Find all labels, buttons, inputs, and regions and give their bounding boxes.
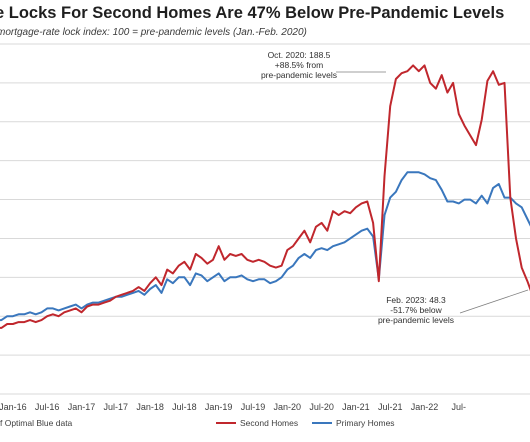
annotation-latest-line-1: Feb. 2023: 48.3 bbox=[386, 295, 446, 305]
x-tick-label: Jan-20 bbox=[274, 402, 302, 412]
x-axis-ticks: Jan-16 Jul-16 Jan-17 Jul-17 Jan-18 Jul-18 Jan-… bbox=[0, 402, 466, 412]
chart-subtitle: mortgage-rate lock index: 100 = pre-pand… bbox=[0, 27, 307, 38]
x-tick-label: Jan-17 bbox=[68, 402, 96, 412]
series-lines bbox=[0, 64, 530, 329]
x-tick-label: Jul-17 bbox=[104, 402, 129, 412]
x-tick-label: Jan-22 bbox=[411, 402, 439, 412]
annotation-latest: Feb. 2023: 48.3 -51.7% below pre-pandemi… bbox=[378, 289, 529, 325]
x-tick-label: Jul-16 bbox=[35, 402, 60, 412]
x-tick-label: Jul-20 bbox=[309, 402, 334, 412]
x-tick-label: Jul-19 bbox=[241, 402, 266, 412]
x-tick-label: Jan-21 bbox=[342, 402, 370, 412]
annotation-latest-leader bbox=[459, 289, 529, 314]
series-line-primary-homes bbox=[0, 171, 530, 322]
x-tick-label: Jul-18 bbox=[172, 402, 197, 412]
annotation-latest-line-3: pre-pandemic levels bbox=[378, 315, 454, 325]
x-tick-label: Jul- bbox=[452, 402, 467, 412]
chart-title: e Locks For Second Homes Are 47% Below P… bbox=[0, 4, 505, 22]
annotation-peak-line-1: Oct. 2020: 188.5 bbox=[268, 50, 331, 60]
annotation-peak-line-2: +88.5% from bbox=[275, 60, 323, 70]
legend-label-second-homes: Second Homes bbox=[240, 418, 298, 428]
source-note: f Optimal Blue data bbox=[0, 418, 73, 428]
x-tick-label: Jan-19 bbox=[205, 402, 233, 412]
series-line-second-homes bbox=[0, 64, 530, 329]
x-tick-label: Jul-21 bbox=[378, 402, 403, 412]
annotation-peak-line-3: pre-pandemic levels bbox=[261, 70, 337, 80]
gridlines bbox=[0, 43, 530, 395]
legend-label-primary-homes: Primary Homes bbox=[336, 418, 395, 428]
annotation-peak: Oct. 2020: 188.5 +88.5% from pre-pandemi… bbox=[261, 50, 386, 80]
legend: Second Homes Primary Homes bbox=[216, 418, 395, 428]
x-tick-label: Jan-16 bbox=[0, 402, 27, 412]
x-tick-label: Jan-18 bbox=[136, 402, 164, 412]
annotation-latest-line-2: -51.7% below bbox=[390, 305, 442, 315]
